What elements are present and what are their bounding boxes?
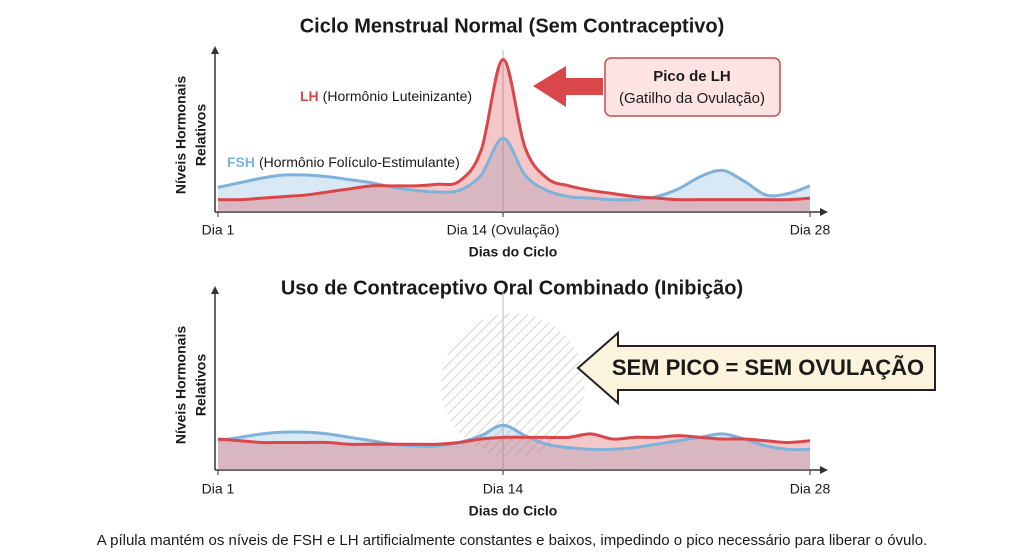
callout-box [604, 57, 781, 117]
series-line [217, 423, 811, 452]
x-tick-label: Dia 1 [202, 481, 235, 497]
x-tick-label: Dia 28 [790, 481, 831, 497]
series-line [217, 58, 811, 202]
chart-title: Ciclo Menstrual Normal (Sem Contraceptiv… [300, 15, 725, 37]
series-name: LH [300, 88, 319, 104]
callout-arrow-box [576, 330, 936, 406]
y-axis-label: Relativos [193, 354, 209, 416]
callout-text: SEM PICO = SEM OVULAÇÃO [612, 355, 924, 380]
callout-text: (Gatilho da Ovulação) [619, 90, 765, 107]
charts: Ciclo Menstrual Normal (Sem Contraceptiv… [173, 15, 831, 518]
series-line [217, 432, 811, 446]
x-axis-label: Dias do Ciclo [469, 503, 558, 519]
series-line [217, 136, 811, 202]
y-axis-label: Níveis Hormonais [173, 76, 189, 194]
series-description: (Hormônio Folículo-Estimulante) [259, 154, 460, 170]
series-label: LH (Hormônio Luteinizante) [300, 88, 472, 104]
series-area [218, 59, 810, 212]
caption: A pílula mantém os níveis de FSH e LH ar… [97, 532, 927, 549]
x-tick-label: Dia 14 (Ovulação) [447, 222, 560, 238]
y-axis-label: Relativos [193, 104, 209, 166]
suppressed-peak-zone [441, 313, 585, 457]
series-area [218, 425, 810, 470]
x-axis-arrow [820, 208, 828, 216]
series-area [218, 138, 810, 212]
x-axis-label: Dias do Ciclo [469, 244, 558, 260]
chart-title: Uso de Contraceptivo Oral Combinado (Ini… [281, 277, 743, 299]
series-label: FSH (Hormônio Folículo-Estimulante) [227, 154, 460, 170]
y-axis-arrow [211, 46, 219, 54]
callout-arrow [533, 66, 603, 107]
series-description: (Hormônio Luteinizante) [323, 88, 472, 104]
x-tick-label: Dia 1 [202, 222, 235, 238]
x-tick-label: Dia 28 [790, 222, 831, 238]
callout-title: Pico de LH [653, 68, 731, 85]
y-axis-label: Níveis Hormonais [173, 326, 189, 444]
x-axis-arrow [820, 466, 828, 474]
x-tick-label: Dia 14 [483, 481, 524, 497]
y-axis-arrow [211, 286, 219, 294]
series-name: FSH [227, 154, 255, 170]
